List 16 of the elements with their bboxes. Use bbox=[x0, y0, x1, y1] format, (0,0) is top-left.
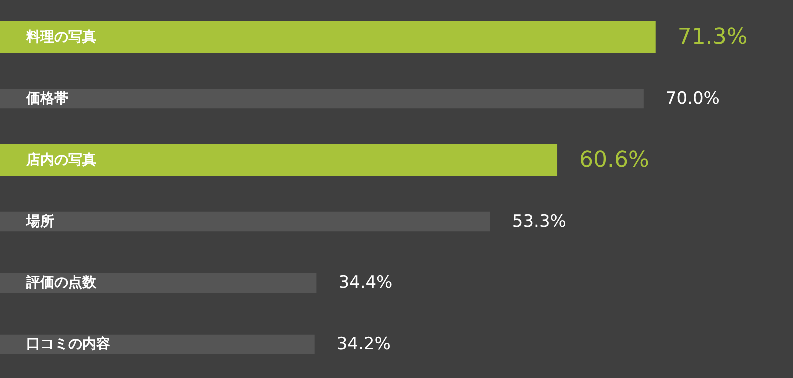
bar bbox=[0, 334, 315, 355]
y-tick-label: 場所 bbox=[26, 214, 54, 230]
bar bbox=[0, 89, 644, 109]
y-tick-label: 価格帯 bbox=[26, 90, 68, 107]
data-label: 34.4% bbox=[338, 273, 393, 294]
y-tick-label: 料理の写真 bbox=[26, 29, 96, 46]
y-tick-label: 評価の点数 bbox=[26, 274, 98, 292]
data-label: 53.3% bbox=[512, 212, 566, 232]
data-label: 60.6% bbox=[580, 148, 650, 173]
data-label: 34.2% bbox=[336, 334, 391, 355]
y-tick-label: 店内の写真 bbox=[26, 151, 96, 168]
bar bbox=[0, 212, 490, 232]
data-label: 70.0% bbox=[666, 88, 720, 109]
data-label: 71.3% bbox=[678, 24, 748, 50]
bar bbox=[0, 273, 317, 294]
y-tick-label: 口コミの内容 bbox=[26, 336, 110, 353]
